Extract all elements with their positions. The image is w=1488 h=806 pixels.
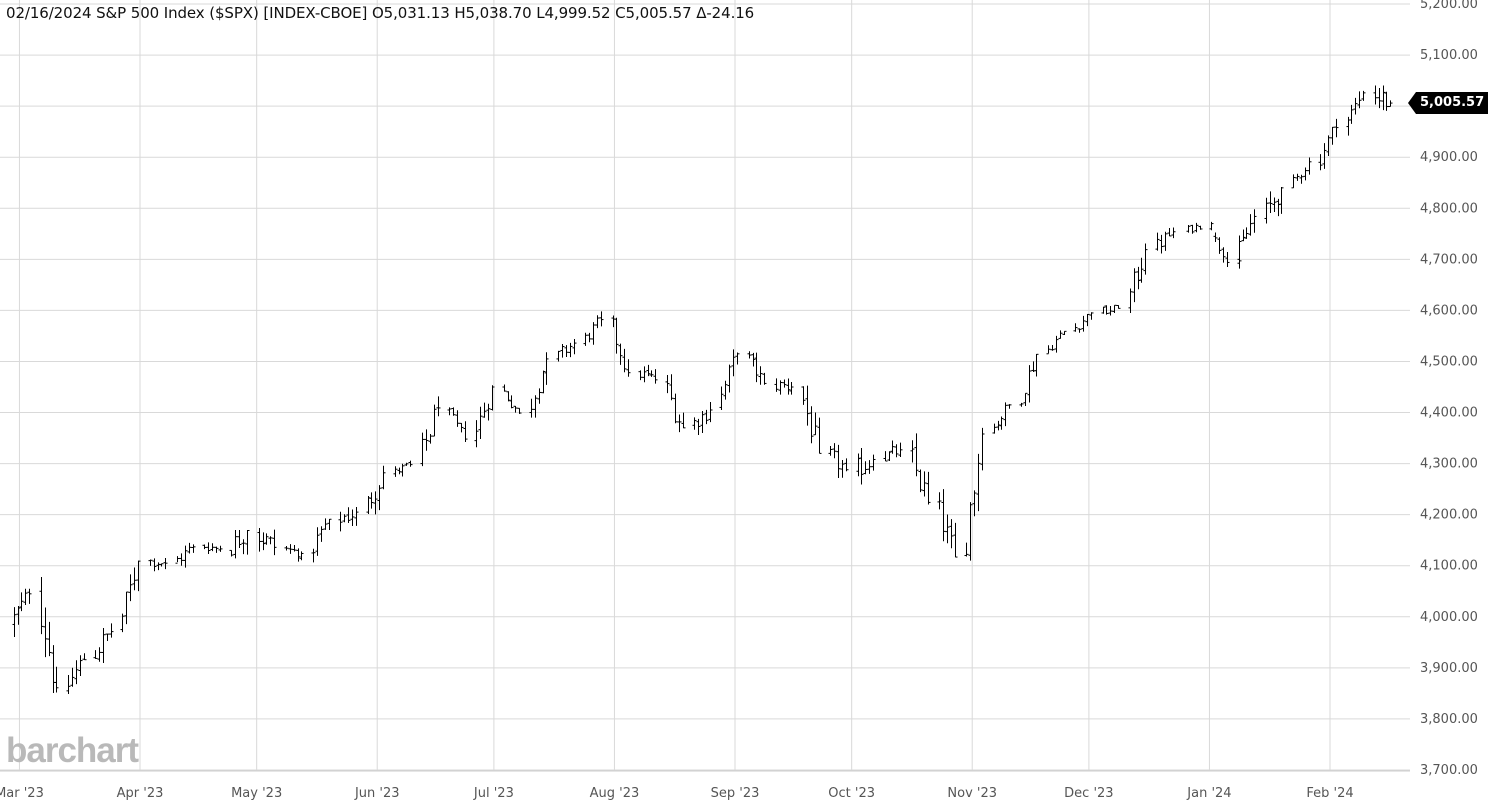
header-close: C5,005.57 <box>615 4 692 22</box>
x-axis: Mar '23 Apr '23 May '23 Jun '23 Jul '23 Aug '… <box>0 786 1354 801</box>
x-tick-label: Jun '23 <box>354 786 400 801</box>
y-tick-label: 3,700.00 <box>1420 763 1478 778</box>
x-tick-label: Sep '23 <box>711 786 760 801</box>
y-tick-label: 5,100.00 <box>1420 48 1478 63</box>
chart-grid <box>0 0 1410 772</box>
barchart-logo: barchart <box>6 731 139 770</box>
x-tick-label: Apr '23 <box>117 786 164 801</box>
y-tick-label: 4,200.00 <box>1420 508 1478 523</box>
x-tick-label: Oct '23 <box>828 786 875 801</box>
x-tick-label: Aug '23 <box>590 786 640 801</box>
ohlc-bars <box>12 85 1393 694</box>
x-tick-label: Feb '24 <box>1306 786 1353 801</box>
y-tick-label: 4,100.00 <box>1420 559 1478 574</box>
y-tick-label: 4,700.00 <box>1420 252 1478 267</box>
y-tick-label: 4,400.00 <box>1420 406 1478 421</box>
y-tick-label: 4,300.00 <box>1420 457 1478 472</box>
x-tick-label: May '23 <box>231 786 282 801</box>
y-tick-label: 4,800.00 <box>1420 201 1478 216</box>
x-tick-label: Jan '24 <box>1186 786 1231 801</box>
y-tick-label: 3,900.00 <box>1420 661 1478 676</box>
header-open: O5,031.13 <box>371 4 450 22</box>
y-tick-label: 4,600.00 <box>1420 303 1478 318</box>
header-symbol: S&P 500 Index ($SPX) [INDEX-CBOE] <box>96 4 368 22</box>
x-tick-label: Dec '23 <box>1064 786 1113 801</box>
y-tick-label: 4,500.00 <box>1420 354 1478 369</box>
x-tick-label: Nov '23 <box>947 786 997 801</box>
last-price-tag: 5,005.57 <box>1407 92 1488 115</box>
header-date: 02/16/2024 <box>6 4 92 22</box>
y-axis: 5,200.005,100.005,000.004,900.004,800.00… <box>1420 0 1478 778</box>
chart-header: 02/16/2024 S&P 500 Index ($SPX) [INDEX-C… <box>6 4 754 22</box>
header-change: Δ-24.16 <box>696 4 755 22</box>
x-tick-label: Mar '23 <box>0 786 44 801</box>
x-tick-label: Jul '23 <box>473 786 514 801</box>
y-tick-label: 4,900.00 <box>1420 150 1478 165</box>
y-tick-label: 3,800.00 <box>1420 712 1478 727</box>
header-low: L4,999.52 <box>536 4 611 22</box>
y-tick-label: 5,200.00 <box>1420 0 1478 12</box>
y-tick-label: 4,000.00 <box>1420 610 1478 625</box>
header-high: H5,038.70 <box>454 4 532 22</box>
